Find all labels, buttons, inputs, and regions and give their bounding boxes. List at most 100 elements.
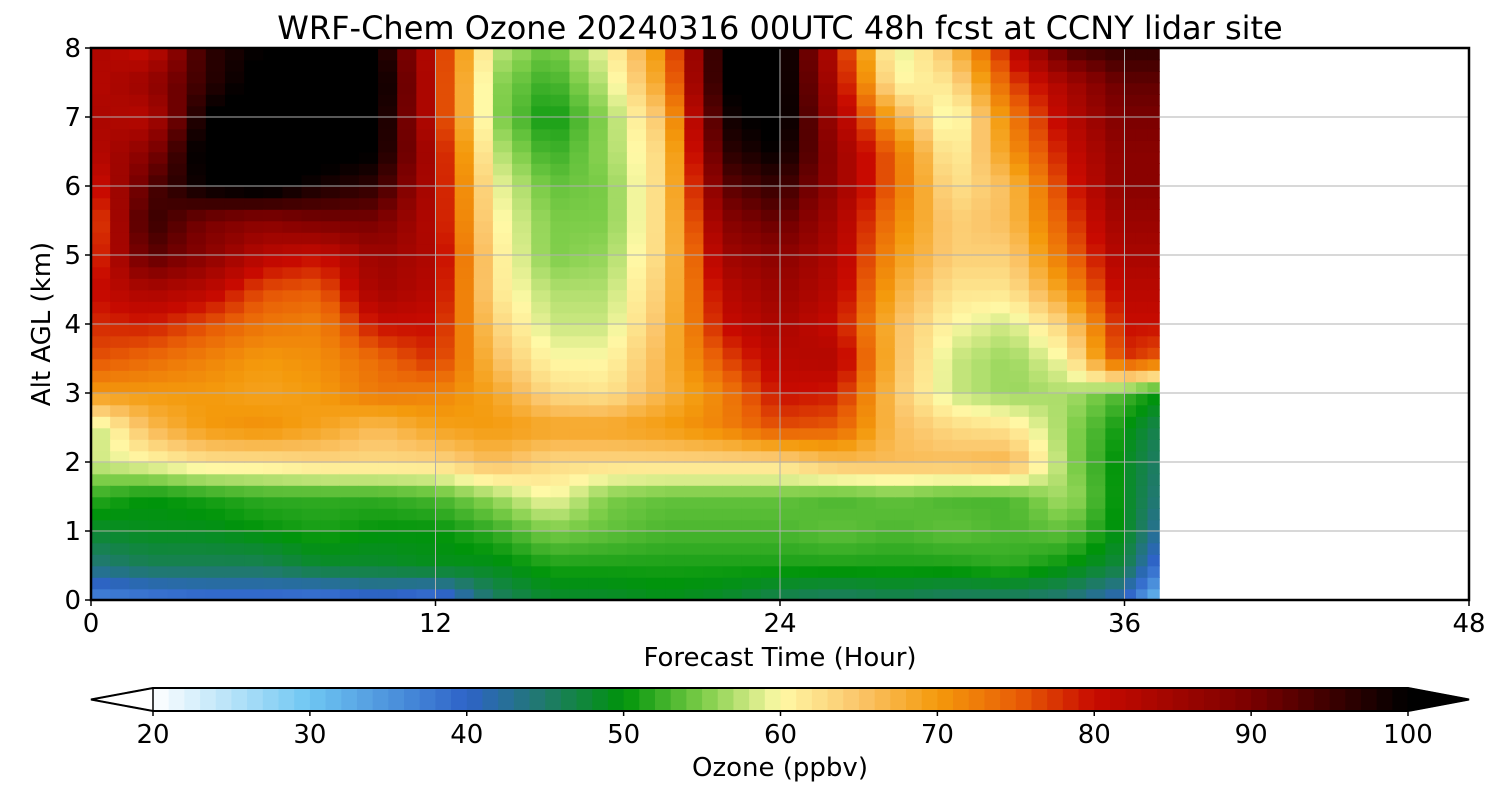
heatmap-cell <box>205 151 226 164</box>
heatmap-cell <box>378 117 399 130</box>
heatmap-cell <box>1124 220 1137 233</box>
heatmap-cell <box>971 358 992 371</box>
heatmap-cell <box>722 450 743 463</box>
heatmap-cell <box>894 117 915 130</box>
heatmap-cell <box>799 209 820 222</box>
heatmap-cell <box>473 473 494 486</box>
heatmap-cell <box>416 577 437 590</box>
heatmap-cell <box>703 232 724 245</box>
heatmap-cell <box>875 508 896 521</box>
heatmap-cell <box>224 82 245 95</box>
heatmap-cell <box>799 588 820 600</box>
y-tick-label: 3 <box>64 379 81 409</box>
heatmap-cell <box>760 151 781 164</box>
heatmap-cell <box>110 105 131 118</box>
heatmap-cell <box>741 347 762 360</box>
heatmap-cell <box>435 289 456 302</box>
heatmap-cell <box>646 381 666 394</box>
heatmap-cell <box>875 577 896 590</box>
heatmap-cell <box>837 163 858 176</box>
heatmap-cell <box>684 416 705 429</box>
heatmap-cell <box>512 462 532 475</box>
heatmap-cell <box>167 588 188 600</box>
heatmap-cell <box>952 243 973 256</box>
heatmap-cell <box>1028 370 1049 383</box>
heatmap-cell <box>320 381 341 394</box>
heatmap-cell <box>454 324 475 337</box>
heatmap-cell <box>263 186 284 199</box>
heatmap-cell <box>799 105 820 118</box>
heatmap-cell <box>780 324 800 337</box>
heatmap-cell <box>665 140 686 153</box>
heatmap-cell <box>1147 370 1160 383</box>
heatmap-cell <box>550 531 571 544</box>
colorbar-label: Ozone (ppbv) <box>692 753 868 783</box>
heatmap-cell <box>607 220 628 233</box>
heatmap-cell <box>435 416 456 429</box>
heatmap-cell <box>454 381 475 394</box>
heatmap-cell <box>837 220 858 233</box>
colorbar-segment <box>764 688 782 711</box>
heatmap-cell <box>665 151 686 164</box>
heatmap-cell <box>722 381 743 394</box>
heatmap-cell <box>933 255 954 268</box>
heatmap-cell <box>1105 439 1126 452</box>
heatmap-cell <box>263 140 284 153</box>
heatmap-cell <box>263 462 284 475</box>
heatmap-cell <box>263 439 284 452</box>
heatmap-cell <box>665 485 686 498</box>
heatmap-cell <box>780 427 800 440</box>
heatmap-cell <box>646 577 666 590</box>
heatmap-cell <box>167 163 188 176</box>
heatmap-cell <box>588 151 609 164</box>
heatmap-cell <box>741 82 762 95</box>
heatmap-cell <box>588 301 609 314</box>
heatmap-cell <box>913 174 934 187</box>
heatmap-cell <box>1028 404 1049 417</box>
heatmap-cell <box>703 427 724 440</box>
heatmap-cell <box>167 427 188 440</box>
heatmap-cell <box>990 347 1011 360</box>
heatmap-cell <box>531 450 552 463</box>
heatmap-cell <box>665 197 686 210</box>
heatmap-cell <box>799 312 820 325</box>
heatmap-cell <box>129 82 150 95</box>
heatmap-cell <box>320 186 341 199</box>
heatmap-cell <box>1135 48 1149 61</box>
heatmap-cell <box>780 542 800 555</box>
heatmap-cell <box>703 554 724 567</box>
heatmap-cell <box>837 117 858 130</box>
heatmap-cell <box>1028 416 1049 429</box>
heatmap-cell <box>913 485 934 498</box>
heatmap-cell <box>1028 140 1049 153</box>
heatmap-cell <box>148 531 169 544</box>
heatmap-cell <box>1028 496 1049 509</box>
heatmap-cell <box>1047 404 1068 417</box>
heatmap-cell <box>301 531 322 544</box>
heatmap-cell <box>1124 278 1137 291</box>
heatmap-cell <box>358 289 379 302</box>
heatmap-cell <box>875 197 896 210</box>
heatmap-cell <box>244 358 265 371</box>
heatmap-cell <box>397 82 418 95</box>
heatmap-cell <box>282 94 303 107</box>
heatmap-cell <box>818 577 839 590</box>
heatmap-cell <box>435 163 456 176</box>
heatmap-cell <box>990 335 1011 348</box>
heatmap-cell <box>684 151 705 164</box>
heatmap-cell <box>416 531 437 544</box>
heatmap-cell <box>263 289 284 302</box>
heatmap-cell <box>397 163 418 176</box>
heatmap-cell <box>626 140 647 153</box>
heatmap-cell <box>339 393 360 406</box>
heatmap-cell <box>856 577 877 590</box>
heatmap-cell <box>378 59 399 72</box>
heatmap-cell <box>741 381 762 394</box>
heatmap-cell <box>339 439 360 452</box>
heatmap-cell <box>646 105 666 118</box>
heatmap-cell <box>760 48 781 61</box>
heatmap-cell <box>1105 186 1126 199</box>
heatmap-cell <box>129 163 150 176</box>
heatmap-cell <box>263 48 284 61</box>
heatmap-cell <box>282 577 303 590</box>
